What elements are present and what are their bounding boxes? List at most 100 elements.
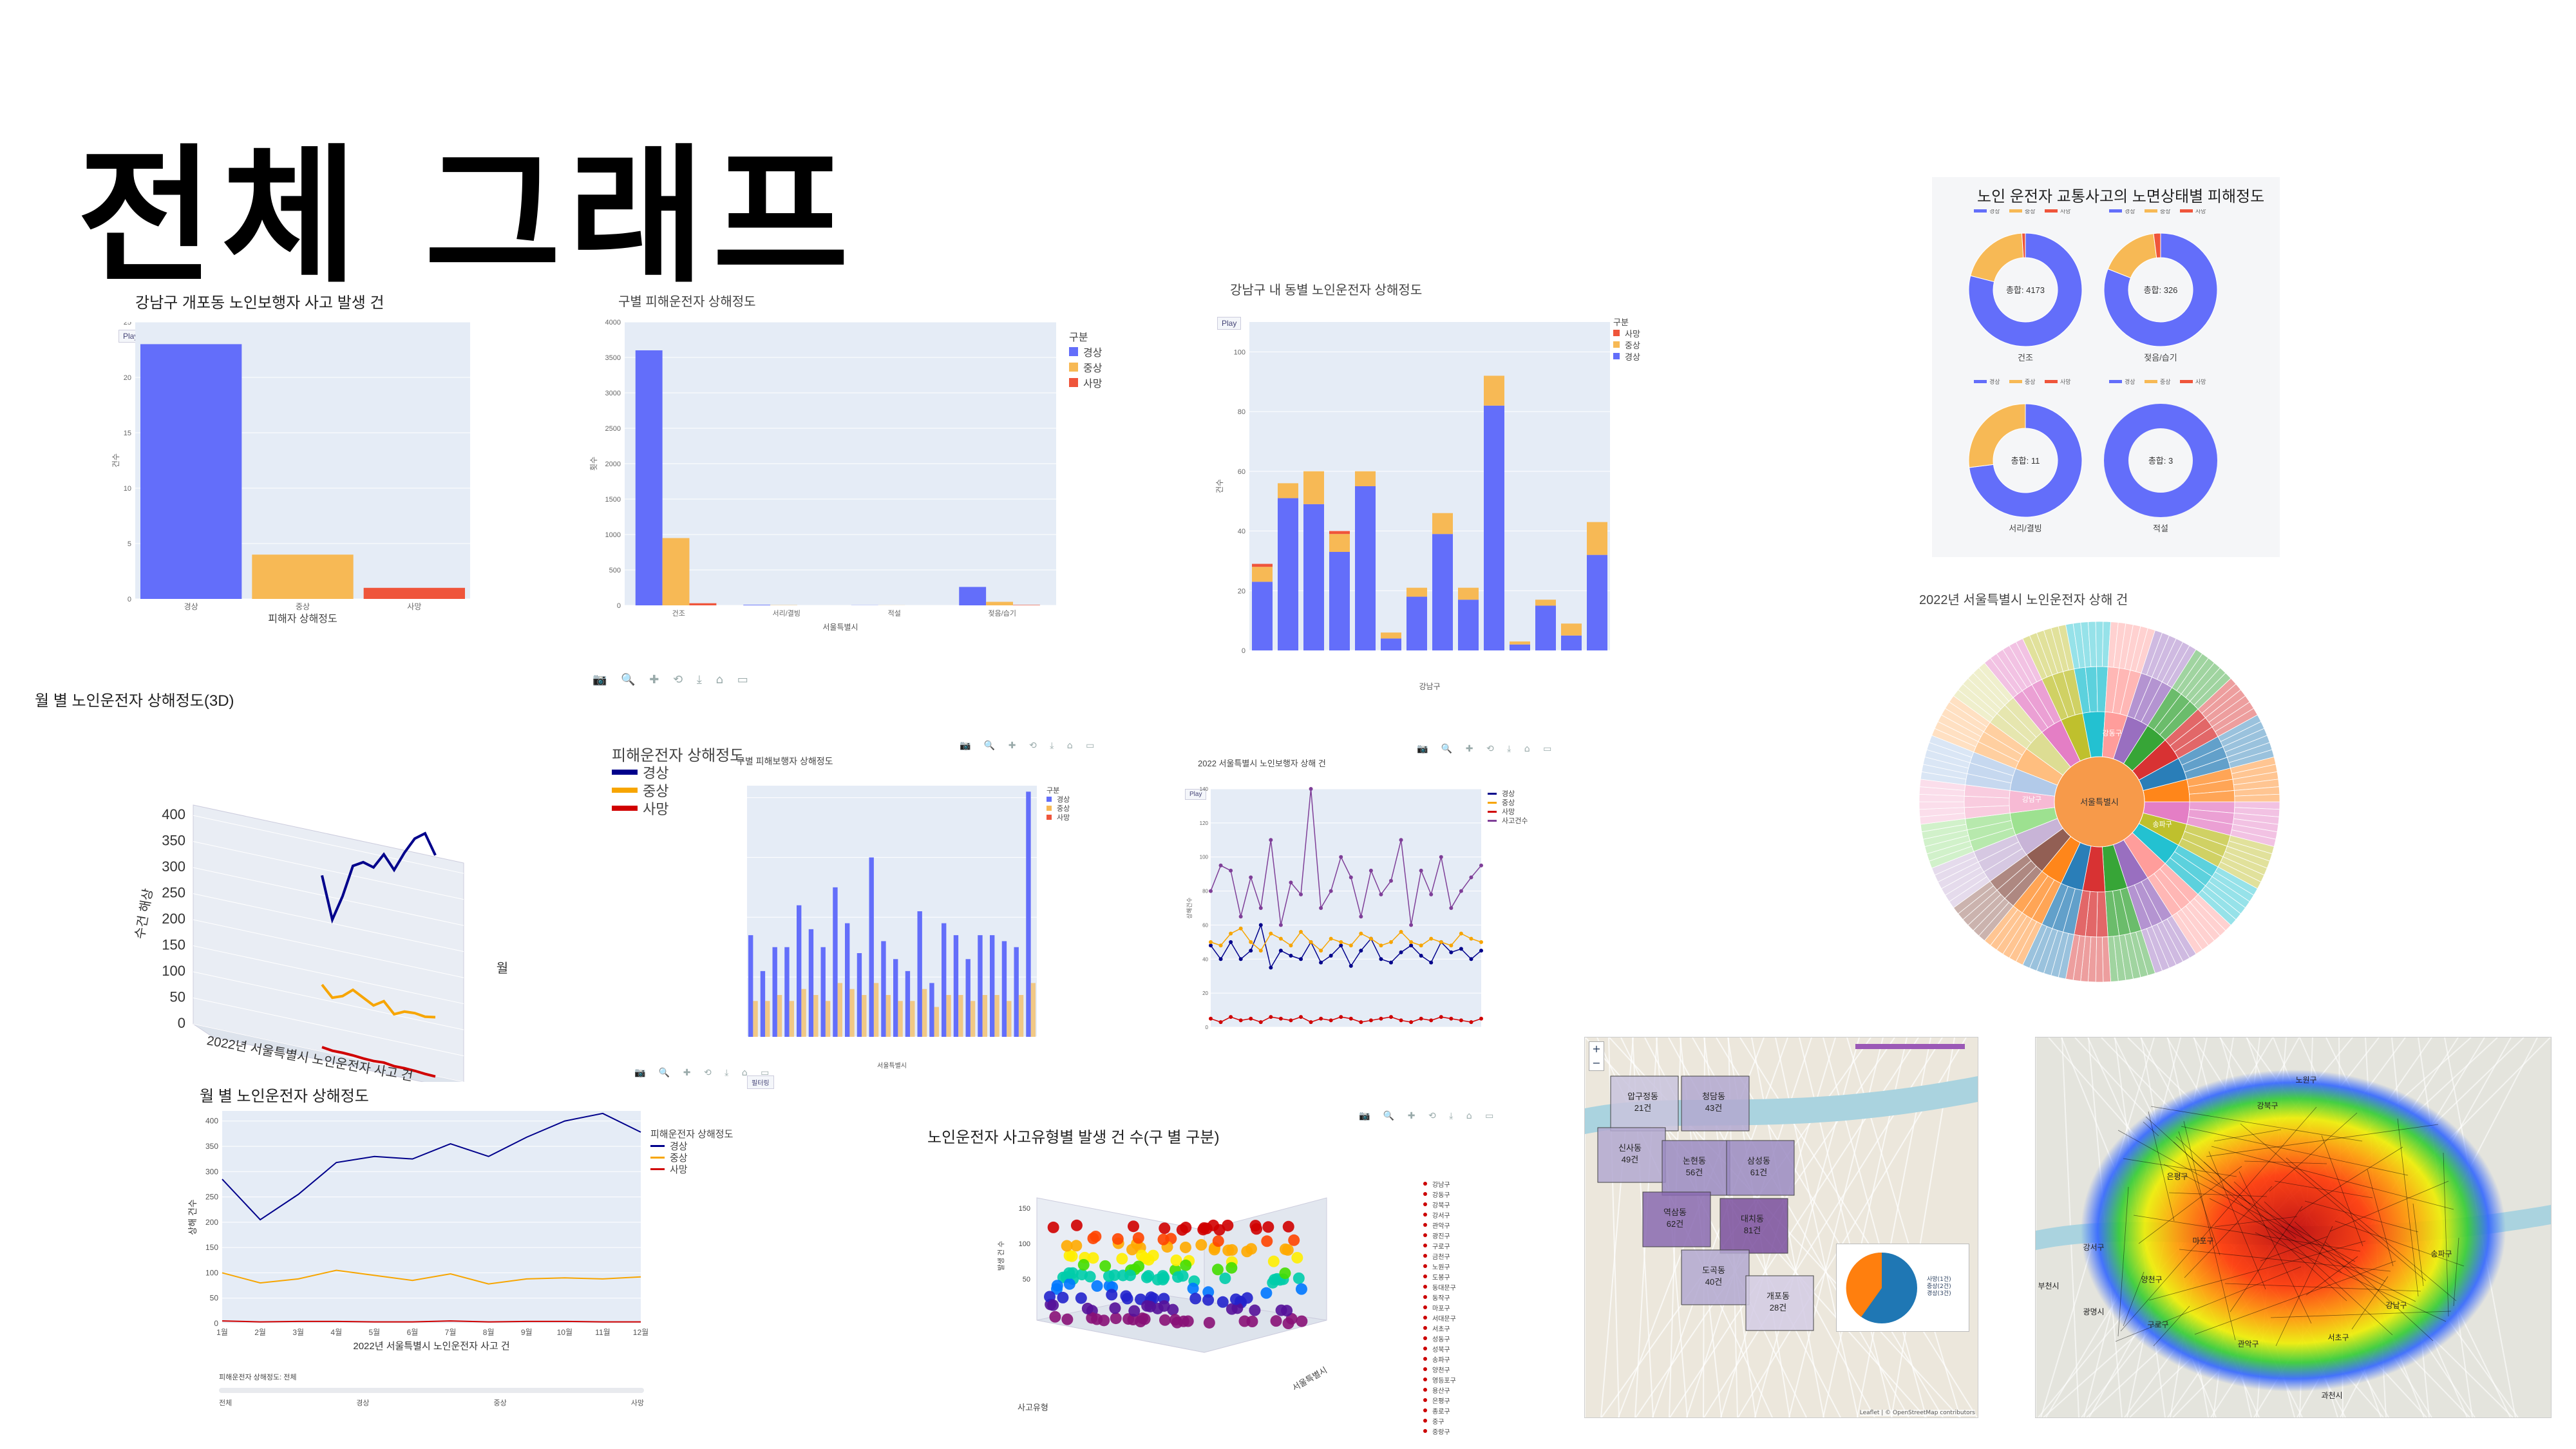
- data-point: [1159, 1314, 1171, 1326]
- data-point: [1479, 949, 1483, 953]
- data-point: [1409, 1020, 1414, 1025]
- legend-item[interactable]: 영등포구: [1423, 1374, 1456, 1385]
- y-tick-label: 150: [205, 1243, 218, 1252]
- chart-toolbar[interactable]: 📷 🔍 ✚ ⟲ ⤓ ⌂ ▭: [634, 1068, 775, 1078]
- bar: [748, 935, 753, 1037]
- chart9-title: 월 별 노인운전자 상해정도: [200, 1088, 369, 1105]
- sunburst-label: 강동구: [2102, 729, 2121, 737]
- data-point: [1133, 1260, 1145, 1273]
- data-point: [1399, 950, 1403, 954]
- legend-item-serious[interactable]: 중상: [1046, 804, 1070, 813]
- data-point: [1091, 1280, 1103, 1292]
- legend-item[interactable]: 금천구: [1423, 1251, 1456, 1261]
- y-tick-label: 80: [1202, 889, 1208, 895]
- legend-item-light[interactable]: 경상: [1488, 789, 1528, 798]
- legend-item-accidents[interactable]: 사고건수: [1488, 816, 1528, 825]
- data-point: [1177, 1270, 1189, 1282]
- slider-step[interactable]: 사망: [630, 1399, 644, 1407]
- legend-item[interactable]: 성동구: [1423, 1333, 1456, 1343]
- data-point: [1218, 943, 1223, 948]
- data-point: [1195, 1239, 1208, 1251]
- legend-item[interactable]: 노원구: [1423, 1261, 1456, 1271]
- bar-segment: [1561, 635, 1582, 650]
- legend-item-death[interactable]: 사망: [1488, 807, 1528, 816]
- bar-segment: [1252, 567, 1273, 582]
- legend-item[interactable]: 강북구: [1423, 1199, 1456, 1209]
- legend-item[interactable]: 강서구: [1423, 1209, 1456, 1220]
- district-border: [2148, 1111, 2175, 1222]
- data-point: [1319, 949, 1323, 953]
- legend-item-light[interactable]: 경상: [1069, 344, 1102, 359]
- legend-marker: [1423, 1233, 1427, 1237]
- z-tick-label: 150: [162, 937, 185, 953]
- chart-toolbar[interactable]: 📷 🔍 ✚ ⟲ ⤓ ⌂ ▭: [592, 673, 753, 687]
- filter-slider[interactable]: [219, 1388, 644, 1393]
- legend-item-serious[interactable]: 중상: [1069, 359, 1102, 375]
- district-border: [2255, 1232, 2447, 1322]
- legend-item[interactable]: 마포구: [1423, 1302, 1456, 1312]
- legend-item[interactable]: 강남구: [1423, 1179, 1456, 1189]
- slider-step[interactable]: 전체: [219, 1399, 232, 1407]
- legend-item[interactable]: 도봉구: [1423, 1271, 1456, 1282]
- chart-toolbar[interactable]: 📷 🔍 ✚ ⟲ ⤓ ⌂ ▭: [1417, 744, 1557, 754]
- legend-item-death[interactable]: 사망: [1046, 813, 1070, 822]
- legend-item[interactable]: 동작구: [1423, 1292, 1456, 1302]
- plot-area: [222, 1111, 641, 1323]
- place-label: 양천구: [2141, 1274, 2162, 1284]
- legend-item[interactable]: 서초구: [1423, 1323, 1456, 1333]
- slider-step[interactable]: 경상: [356, 1399, 370, 1407]
- district-border: [2306, 1256, 2358, 1296]
- x-axis-label: 피해자 상해정도: [268, 613, 337, 625]
- legend-item-death[interactable]: 사망: [1613, 327, 1640, 339]
- x-tick-label: 2월: [254, 1328, 266, 1337]
- y-tick-label: 3500: [605, 354, 621, 362]
- filter-button[interactable]: 필터링: [747, 1075, 774, 1089]
- legend-item-light[interactable]: 경상: [1046, 795, 1070, 804]
- legend-item-serious[interactable]: 중상: [1488, 798, 1528, 807]
- legend-item[interactable]: 중랑구: [1423, 1426, 1456, 1436]
- y-axis-label: 상해 건수: [187, 1199, 198, 1235]
- chart-toolbar[interactable]: 📷 🔍 ✚ ⟲ ⤓ ⌂ ▭: [960, 741, 1100, 751]
- page-title: 전체 그래프: [77, 131, 857, 303]
- data-point: [1258, 949, 1263, 953]
- map-gangnam-choropleth[interactable]: 압구정동 21건 청담동 43건 신사동 49건 논현동 56건 삼성동 61건 역삼동 62건 대치동…: [1584, 1037, 1978, 1418]
- map-seoul-heatmap[interactable]: 노원구 강북구 은평구 마포구 강서구 양천구 구로구 관악구 강남구 송파구 서초구 과천시 광명시 부…: [2035, 1037, 2552, 1418]
- play-button[interactable]: Play: [1185, 789, 1207, 800]
- legend-swatch: [2180, 380, 2193, 383]
- legend-item[interactable]: 서대문구: [1423, 1312, 1456, 1323]
- chart8-legend: 경상 중상 사망 사고건수: [1488, 789, 1528, 825]
- legend-item-light[interactable]: 경상: [1613, 350, 1640, 362]
- data-point: [1209, 940, 1213, 944]
- legend-item-light[interactable]: 경상: [612, 763, 744, 781]
- legend-item-death[interactable]: 사망: [612, 799, 744, 817]
- bar: [813, 995, 819, 1037]
- legend-item-light[interactable]: 경상: [650, 1140, 733, 1152]
- chart-toolbar[interactable]: 📷 🔍 ✚ ⟲ ⤓ ⌂ ▭: [1359, 1111, 1499, 1121]
- legend-item[interactable]: 성북구: [1423, 1343, 1456, 1354]
- legend-item[interactable]: 관악구: [1423, 1220, 1456, 1230]
- legend-item-serious[interactable]: 중상: [1613, 339, 1640, 350]
- slider-step[interactable]: 중상: [493, 1399, 507, 1407]
- chart-road-surface-donuts: 노인 운전자 교통사고의 노면상태별 피해정도 경상 중상 사망 총합: 4173 건조…: [1932, 177, 2280, 557]
- legend-item-death[interactable]: 사망: [650, 1163, 733, 1175]
- legend-item-serious[interactable]: 중상: [650, 1151, 733, 1164]
- legend-item[interactable]: 광진구: [1423, 1230, 1456, 1240]
- legend-item[interactable]: 양천구: [1423, 1364, 1456, 1374]
- legend-item[interactable]: 중구: [1423, 1416, 1456, 1426]
- legend-item[interactable]: 구로구: [1423, 1240, 1456, 1251]
- legend-item[interactable]: 송파구: [1423, 1354, 1456, 1364]
- zoom-control[interactable]: + −: [1589, 1041, 1604, 1071]
- bar: [753, 1001, 758, 1037]
- place-label: 마포구: [2192, 1236, 2213, 1245]
- legend-item-serious[interactable]: 중상: [612, 781, 744, 799]
- bar: [760, 971, 766, 1037]
- district-shape: [1681, 1075, 1750, 1132]
- legend-item[interactable]: 강동구: [1423, 1189, 1456, 1199]
- play-button[interactable]: Play: [1217, 317, 1242, 330]
- legend-item[interactable]: 동대문구: [1423, 1282, 1456, 1292]
- donut-label: 건조: [2018, 353, 2033, 363]
- legend-item[interactable]: 종로구: [1423, 1405, 1456, 1416]
- legend-item-death[interactable]: 사망: [1069, 375, 1102, 390]
- legend-item[interactable]: 은평구: [1423, 1395, 1456, 1405]
- legend-item[interactable]: 용산구: [1423, 1385, 1456, 1395]
